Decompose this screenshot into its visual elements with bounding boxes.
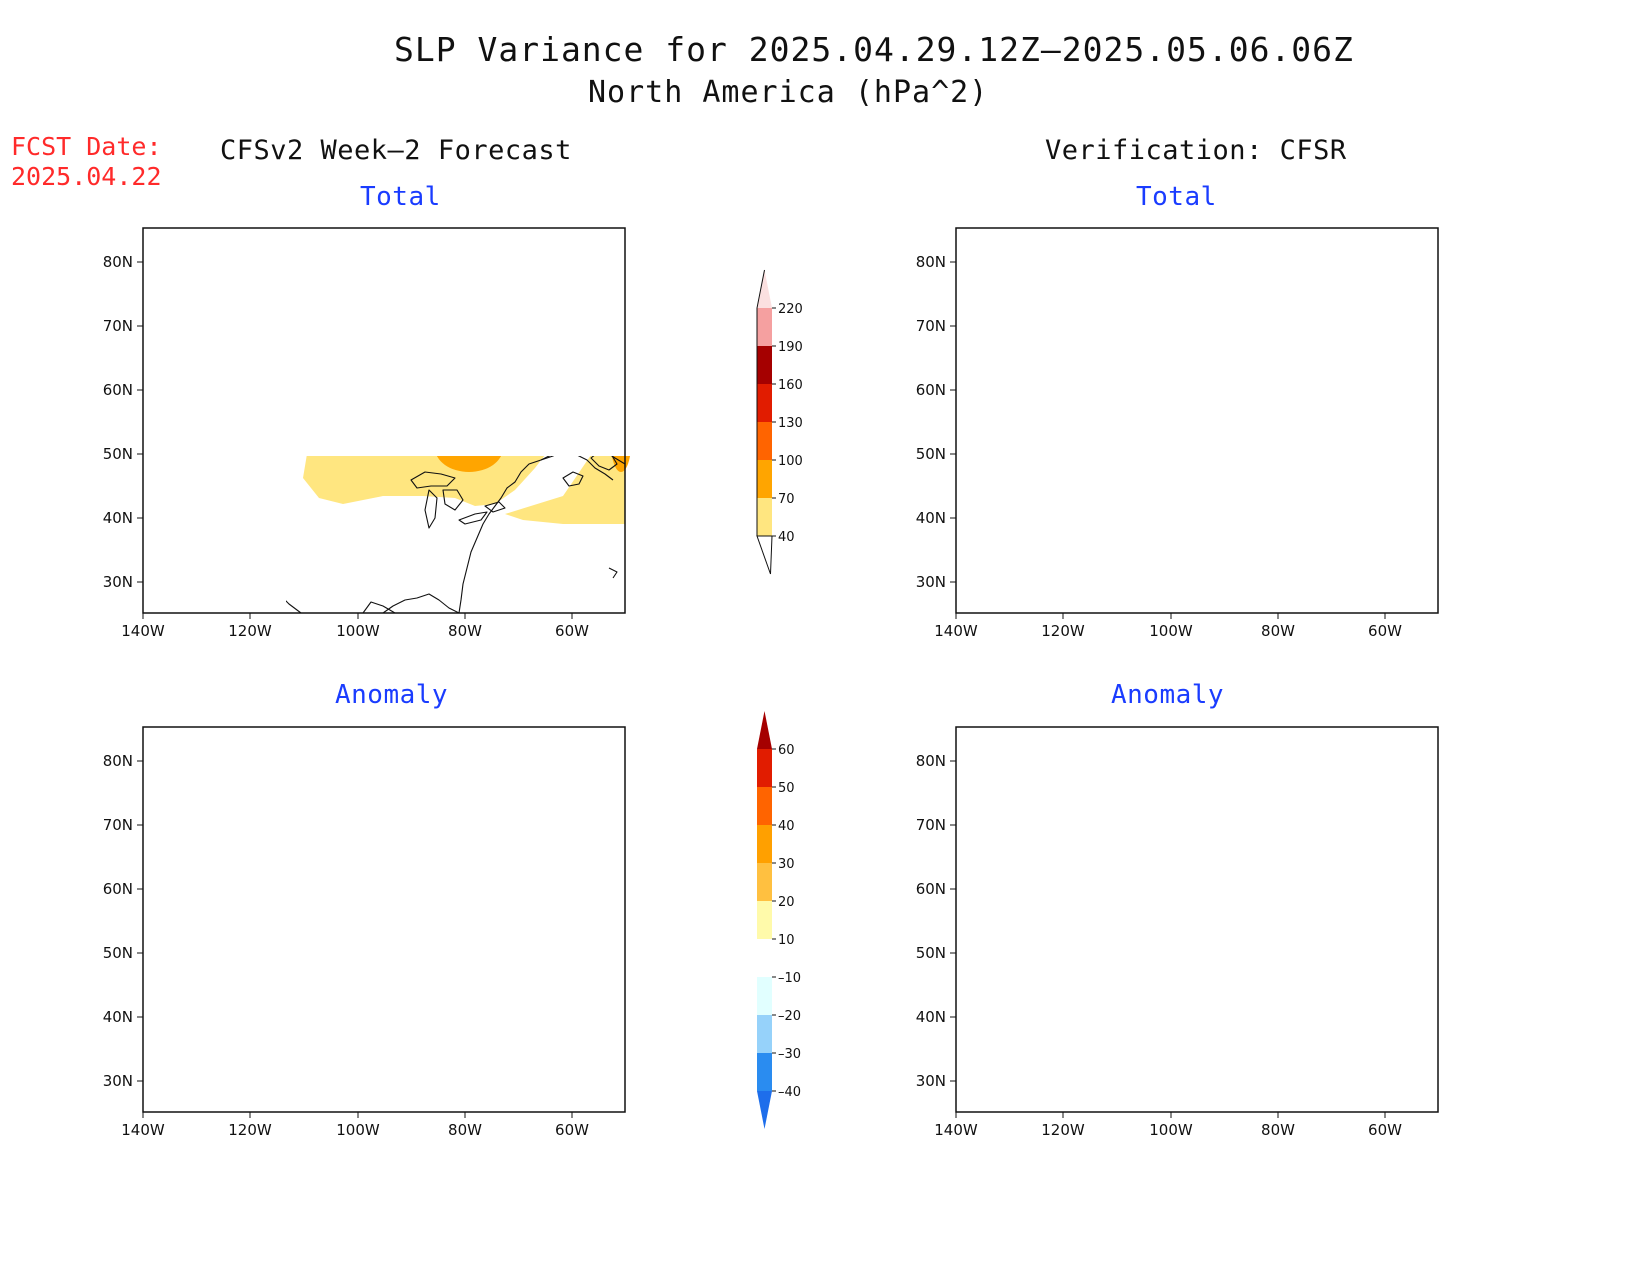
lat-label: 70N [916,317,946,335]
colorbar-anomaly: –40 –30 –20 –10 10 20 30 40 50 60 [757,711,801,1129]
map-axes: 80N 70N 60N 50N 40N 30N 140W 120W 100W 80W 60W 80N 7… [103,253,1402,1139]
colorbar-total-bin [757,308,772,346]
lon-label: 120W [1041,1121,1085,1139]
fcst-date-label: FCST Date: [11,132,162,161]
colorbar-total-label: 130 [778,416,803,431]
lat-label: 50N [916,445,946,463]
figure-subtitle: North America (hPa^2) [588,75,989,110]
lat-label: 60N [103,880,133,898]
lon-label: 60W [555,1121,589,1139]
figure-title: SLP Variance for 2025.04.29.12Z–2025.05.… [394,30,1354,69]
verification-anomaly-title: Anomaly [1111,680,1225,710]
colorbar-anomaly-bin [757,901,772,939]
lon-label: 120W [228,622,272,640]
lon-label: 120W [1041,622,1085,640]
colorbar-anomaly-top-extension [757,711,772,749]
lat-label: 50N [103,944,133,962]
forecast-total-title: Total [360,182,441,212]
lon-label: 80W [448,1121,482,1139]
colorbar-total-label: 100 [778,454,803,469]
lat-label: 80N [103,752,133,770]
lat-label: 50N [103,445,133,463]
colorbar-anomaly-label: –10 [778,971,801,986]
lat-label: 40N [916,1008,946,1026]
lat-label: 30N [916,573,946,591]
forecast-anomaly-map [142,726,626,1113]
lat-label: 30N [916,1072,946,1090]
lon-label: 100W [1149,1121,1193,1139]
forecast-anomaly-title: Anomaly [335,680,449,710]
verification-heading: Verification: CFSR [1045,135,1347,166]
colorbar-total-top-extension [757,270,772,308]
colorbar-anomaly-label: –40 [778,1085,801,1100]
colorbar-anomaly-bin [757,863,772,901]
colorbar-anomaly-label: 40 [778,819,795,834]
verification-anomaly-map [955,726,1439,1113]
lon-label: 80W [448,622,482,640]
colorbar-anomaly-bin [757,825,772,863]
lat-label: 30N [103,1072,133,1090]
lat-label: 60N [916,381,946,399]
colorbar-anomaly-bin [757,939,772,977]
colorbar-anomaly-label: 60 [778,743,795,758]
lon-label: 100W [336,622,380,640]
lon-label: 60W [1368,1121,1402,1139]
lat-label: 70N [103,816,133,834]
colorbar-anomaly-label: 20 [778,895,795,910]
colorbar-total-label: 160 [778,378,803,393]
lon-label: 80W [1261,622,1295,640]
colorbar-anomaly-label: –20 [778,1009,801,1024]
lat-label: 80N [916,752,946,770]
colorbar-total-bin [757,422,772,460]
colorbar-anomaly-bin [757,977,772,1015]
lat-label: 60N [916,880,946,898]
lon-label: 140W [934,1121,978,1139]
lat-label: 80N [916,253,946,271]
lon-label: 120W [228,1121,272,1139]
lon-label: 100W [1149,622,1193,640]
lat-label: 40N [916,509,946,527]
lat-label: 80N [103,253,133,271]
verification-total-map [955,227,1439,614]
lat-label: 70N [103,317,133,335]
lon-label: 60W [1368,622,1402,640]
colorbar-total-bottom-extension [756,535,773,575]
colorbar-anomaly-bottom-extension [757,1091,772,1129]
forecast-total-map [142,227,631,614]
colorbar-total-bin [757,384,772,422]
colorbar-total: 40 70 100 130 160 190 220 [756,269,803,575]
lat-label: 40N [103,1008,133,1026]
colorbar-total-bin [757,498,772,536]
lon-label: 140W [934,622,978,640]
colorbar-anomaly-bin [757,1015,772,1053]
colorbar-total-label: 190 [778,340,803,355]
colorbar-total-bin [757,460,772,498]
lat-label: 60N [103,381,133,399]
colorbar-anomaly-label: 50 [778,781,795,796]
colorbar-anomaly-bin [757,1053,772,1091]
colorbar-anomaly-label: 10 [778,933,795,948]
lon-label: 100W [336,1121,380,1139]
colorbar-anomaly-label: –30 [778,1047,801,1062]
lat-label: 50N [916,944,946,962]
lon-label: 80W [1261,1121,1295,1139]
colorbar-total-bin [757,346,772,384]
forecast-heading: CFSv2 Week–2 Forecast [220,135,572,166]
colorbar-anomaly-label: 30 [778,857,795,872]
colorbar-anomaly-bin [757,749,772,787]
verification-total-title: Total [1136,182,1217,212]
lon-label: 140W [121,622,165,640]
colorbar-total-label: 40 [778,530,795,545]
colorbar-total-label: 70 [778,492,795,507]
lat-label: 70N [916,816,946,834]
lat-label: 30N [103,573,133,591]
lat-label: 40N [103,509,133,527]
lon-label: 140W [121,1121,165,1139]
colorbar-total-label: 220 [778,302,803,317]
lon-label: 60W [555,622,589,640]
fcst-date-value: 2025.04.22 [11,162,162,191]
colorbar-anomaly-bin [757,787,772,825]
